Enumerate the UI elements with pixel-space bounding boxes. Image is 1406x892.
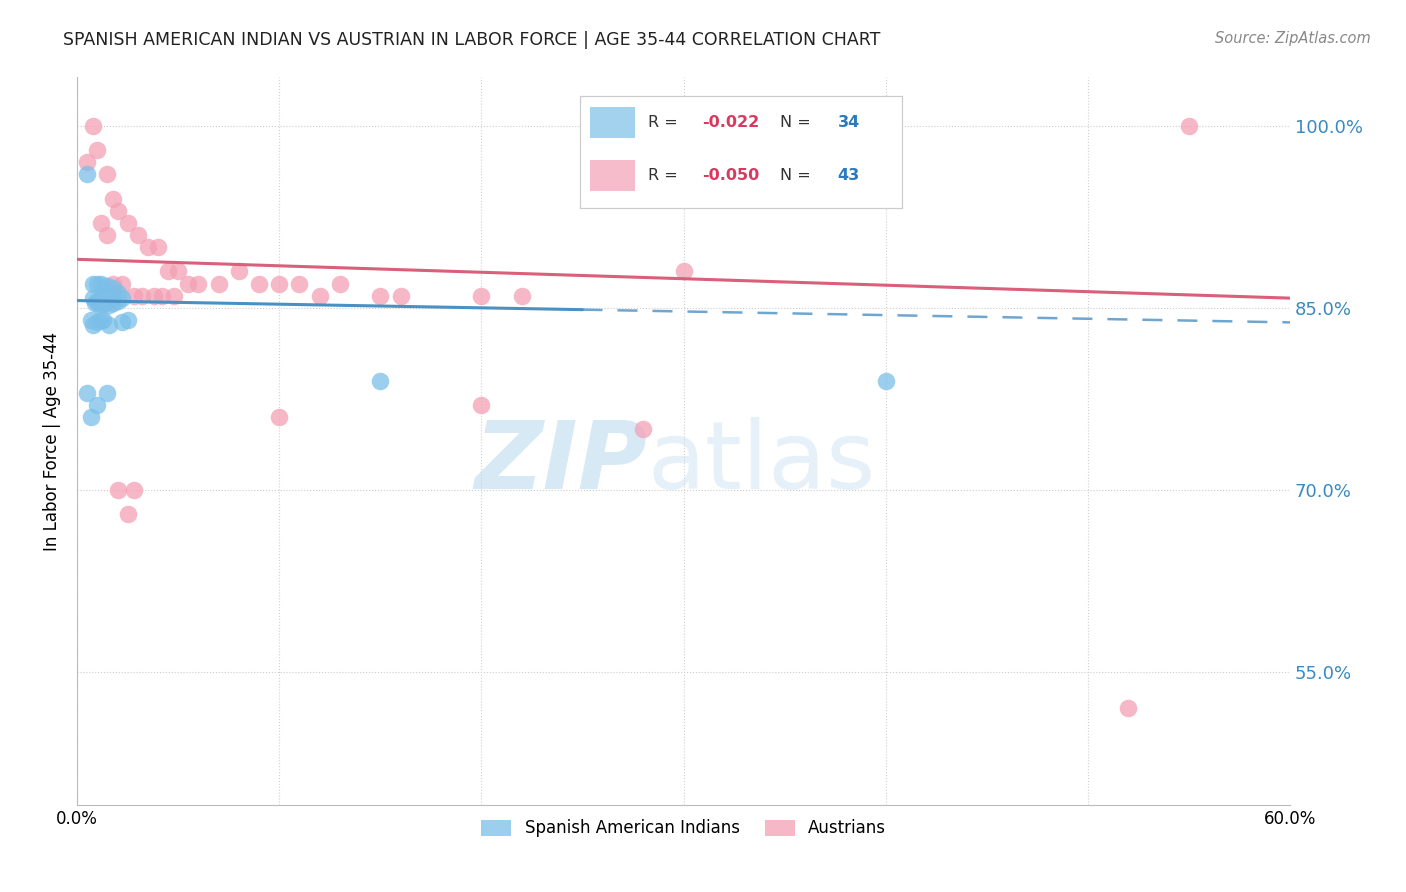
Point [86,277,108,291]
Point [470,398,492,412]
Point [672,264,695,278]
Point [167,264,190,278]
Point [90,277,112,291]
Point [107,203,129,218]
Point [96,228,118,243]
Point [86,143,108,157]
Point [76,155,98,169]
Point [131,289,153,303]
Point [510,289,533,303]
Text: ZIP: ZIP [474,417,647,509]
Point [103,192,125,206]
Point [82,119,104,133]
Point [93,313,115,327]
Point [370,374,392,388]
Point [103,296,125,310]
Point [269,277,291,291]
Point [110,291,132,305]
Point [90,313,112,327]
Point [117,313,139,327]
Point [163,289,186,303]
Point [308,289,330,303]
Point [1178,119,1201,133]
Point [96,289,118,303]
Point [76,168,98,182]
Point [269,409,291,424]
Point [142,289,165,303]
Point [96,168,118,182]
Point [122,483,145,497]
Point [98,298,121,312]
Point [82,318,104,332]
Point [177,277,200,291]
Point [76,385,98,400]
Legend: Spanish American Indians, Austrians: Spanish American Indians, Austrians [475,813,893,844]
Text: Source: ZipAtlas.com: Source: ZipAtlas.com [1215,31,1371,46]
Point [207,277,229,291]
Point [146,240,169,254]
Point [228,264,250,278]
Point [187,277,209,291]
Point [117,216,139,230]
Point [875,374,897,388]
Point [84,296,107,310]
Y-axis label: In Labor Force | Age 35-44: In Labor Force | Age 35-44 [44,332,60,550]
Point [288,277,311,291]
Point [80,409,103,424]
Point [94,296,117,310]
Point [90,291,112,305]
Point [370,289,392,303]
Point [80,313,103,327]
Point [82,277,104,291]
Point [82,291,104,305]
Point [96,385,118,400]
Point [96,279,118,293]
Point [86,293,108,308]
Point [157,264,180,278]
Text: atlas: atlas [647,417,876,509]
Point [247,277,270,291]
Point [107,293,129,308]
Point [90,216,112,230]
Point [86,398,108,412]
Text: SPANISH AMERICAN INDIAN VS AUSTRIAN IN LABOR FORCE | AGE 35-44 CORRELATION CHART: SPANISH AMERICAN INDIAN VS AUSTRIAN IN L… [63,31,880,49]
Point [98,318,121,332]
Point [107,483,129,497]
Point [329,277,352,291]
Point [107,286,129,301]
Point [389,289,412,303]
Point [110,315,132,329]
Point [89,294,111,309]
Point [110,277,132,291]
Point [122,289,145,303]
Point [103,281,125,295]
Point [103,277,125,291]
Point [89,298,111,312]
Point [127,228,149,243]
Point [150,289,173,303]
Point [86,315,108,329]
Point [470,289,492,303]
Point [93,297,115,311]
Point [1116,701,1139,715]
Point [136,240,159,254]
Point [117,507,139,521]
Point [631,422,654,436]
